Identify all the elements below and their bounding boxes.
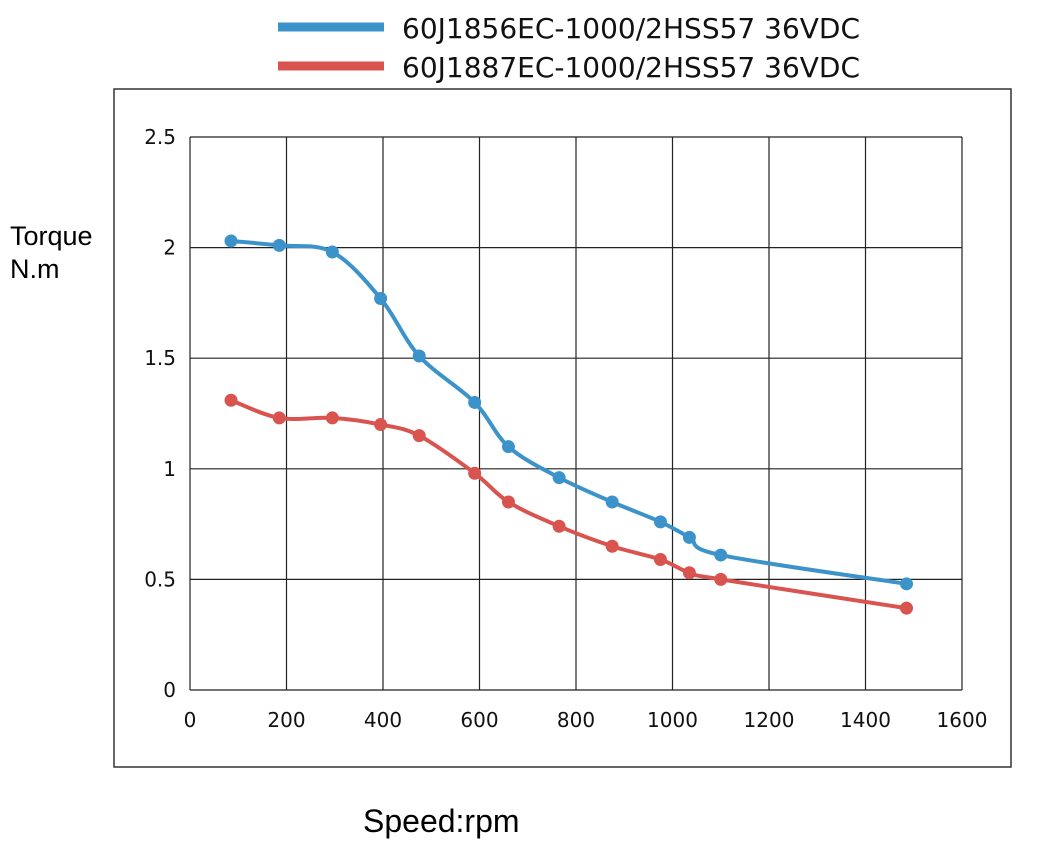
data-point: [900, 601, 914, 615]
y-tick-label: 2: [163, 236, 176, 260]
data-point: [653, 552, 667, 566]
data-point: [224, 393, 238, 407]
y-axis-label-line-2: N.m: [10, 254, 60, 284]
x-tick-label: 1400: [840, 708, 891, 732]
x-tick-label: 1200: [744, 708, 795, 732]
data-point: [714, 548, 728, 562]
data-point: [501, 440, 515, 454]
data-point: [325, 411, 339, 425]
series-line: [229, 398, 909, 611]
x-tick-label: 0: [184, 708, 197, 732]
x-tick-label: 200: [267, 708, 305, 732]
data-point: [272, 411, 286, 425]
data-point: [682, 530, 696, 544]
data-point: [374, 291, 388, 305]
x-tick-label: 1000: [647, 708, 698, 732]
legend-label: 60J1856EC-1000/2HSS57 36VDC: [402, 12, 860, 45]
data-point: [468, 466, 482, 480]
x-tick-label: 1600: [937, 708, 988, 732]
y-axis-ticks: 0 0.5 1 1.5 2 2.5: [144, 125, 176, 702]
data-point: [714, 572, 728, 586]
series-2: [224, 393, 914, 615]
x-axis-ticks: 0 200 400 600 800 1000 1200 1400 1600: [184, 708, 988, 732]
data-point: [325, 245, 339, 259]
data-point: [224, 234, 238, 248]
data-point: [552, 519, 566, 533]
y-axis-label-line-1: Torque: [10, 221, 93, 251]
y-tick-label: 0: [163, 678, 176, 702]
y-tick-label: 0.5: [144, 567, 176, 591]
data-point: [374, 418, 388, 432]
legend-label: 60J1887EC-1000/2HSS57 36VDC: [402, 51, 860, 84]
chart-frame: [113, 88, 1012, 768]
data-point: [272, 238, 286, 252]
data-point: [682, 566, 696, 580]
grid: [189, 136, 963, 691]
x-tick-label: 400: [364, 708, 402, 732]
y-tick-label: 1: [163, 457, 176, 481]
data-point: [412, 429, 426, 443]
y-tick-label: 2.5: [144, 125, 176, 149]
data-point: [605, 539, 619, 553]
series-1: [224, 234, 914, 591]
data-point: [900, 577, 914, 591]
data-point: [412, 349, 426, 363]
data-point: [552, 471, 566, 485]
x-tick-label: 800: [557, 708, 595, 732]
data-point: [501, 495, 515, 509]
data-point: [653, 515, 667, 529]
legend: 60J1856EC-1000/2HSS57 36VDC 60J1887EC-100…: [278, 12, 860, 84]
x-tick-label: 600: [460, 708, 498, 732]
x-axis-label: Speed:rpm: [363, 803, 520, 839]
data-point: [468, 395, 482, 409]
data-point: [605, 495, 619, 509]
y-tick-label: 1.5: [144, 346, 176, 370]
series-layer: [224, 234, 914, 615]
